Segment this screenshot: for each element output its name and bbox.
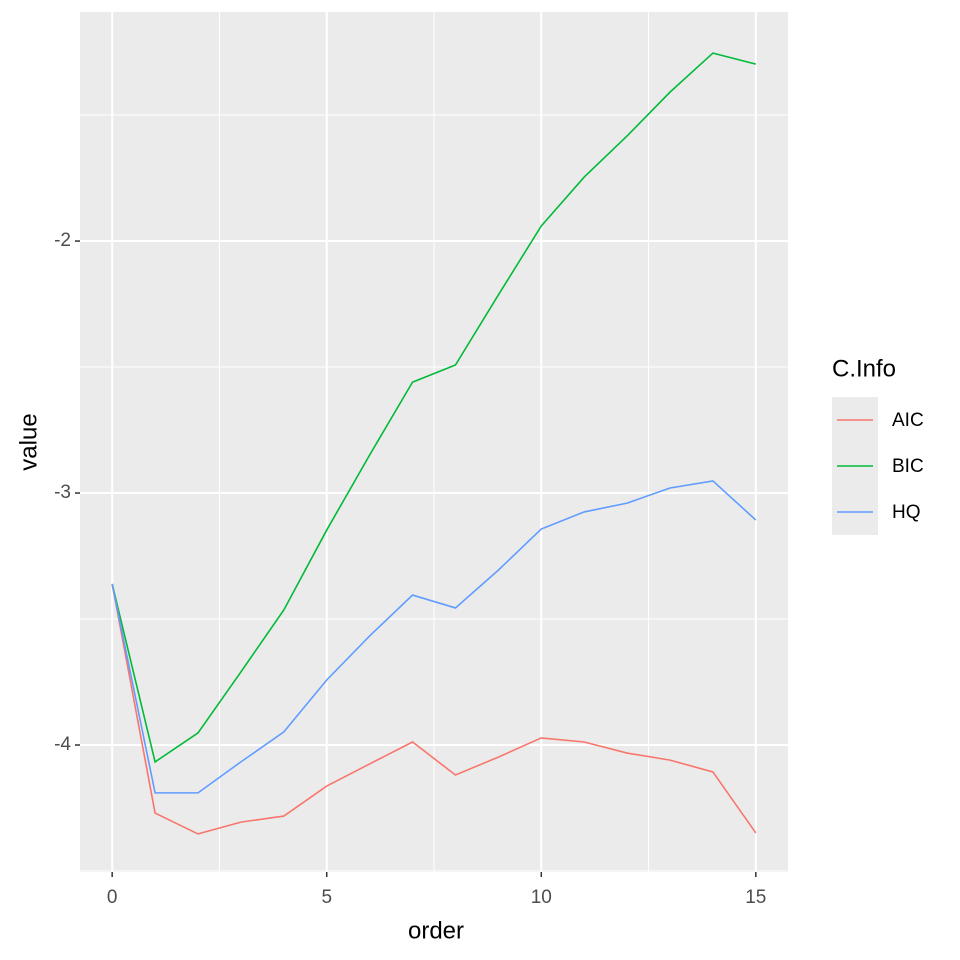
series-line [111, 583, 757, 835]
legend-label: BIC [892, 456, 924, 477]
y-tick-label: -4 [54, 734, 71, 755]
x-tick-label: 10 [531, 887, 552, 908]
x-tick-label: 0 [107, 887, 118, 908]
y-tick-label: -2 [54, 230, 71, 251]
x-tick-label: 5 [321, 887, 332, 908]
y-axis-title: value [15, 413, 42, 470]
y-tick-label: -3 [54, 482, 71, 503]
series-line [111, 480, 757, 794]
x-tick-label: 15 [745, 887, 766, 908]
legend-title: C.Info [832, 355, 896, 382]
x-axis-title: order [408, 917, 464, 944]
series-line [111, 52, 757, 764]
legend-label: HQ [892, 502, 921, 523]
legend-label: AIC [892, 410, 924, 431]
